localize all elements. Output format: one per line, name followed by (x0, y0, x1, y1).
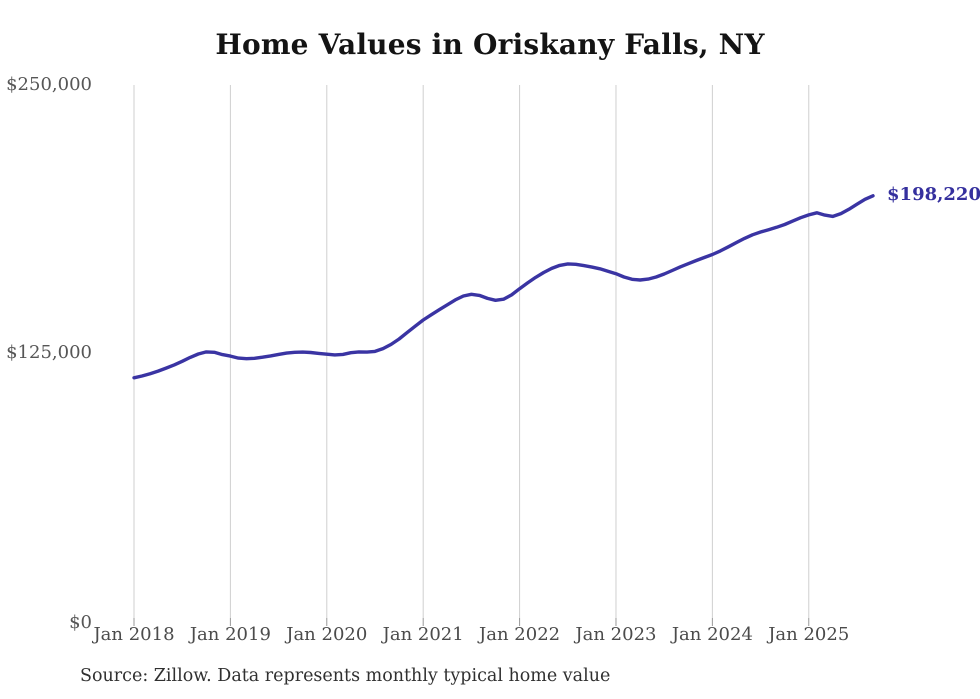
x-axis-label-2025: Jan 2025 (768, 624, 850, 645)
last-value-label: $198,220 (887, 183, 980, 205)
x-axis-label-2019: Jan 2019 (189, 624, 271, 645)
x-axis-label-2021: Jan 2021 (382, 624, 464, 645)
x-axis-label-2023: Jan 2023 (575, 624, 657, 645)
y-axis-label-250000: $250,000 (6, 74, 92, 95)
x-axis-label-2024: Jan 2024 (671, 624, 753, 645)
chart-title: Home Values in Oriskany Falls, NY (215, 28, 765, 61)
x-axis-label-2018: Jan 2018 (93, 624, 175, 645)
home-value-series-line (132, 194, 875, 380)
y-axis-label-125000: $125,000 (6, 341, 92, 363)
x-axis-label-2020: Jan 2020 (286, 624, 368, 645)
y-axis-label-0: $0 (69, 612, 92, 633)
source-note: Source: Zillow. Data represents monthly … (80, 666, 611, 686)
x-axis-label-2022: Jan 2022 (479, 624, 561, 645)
